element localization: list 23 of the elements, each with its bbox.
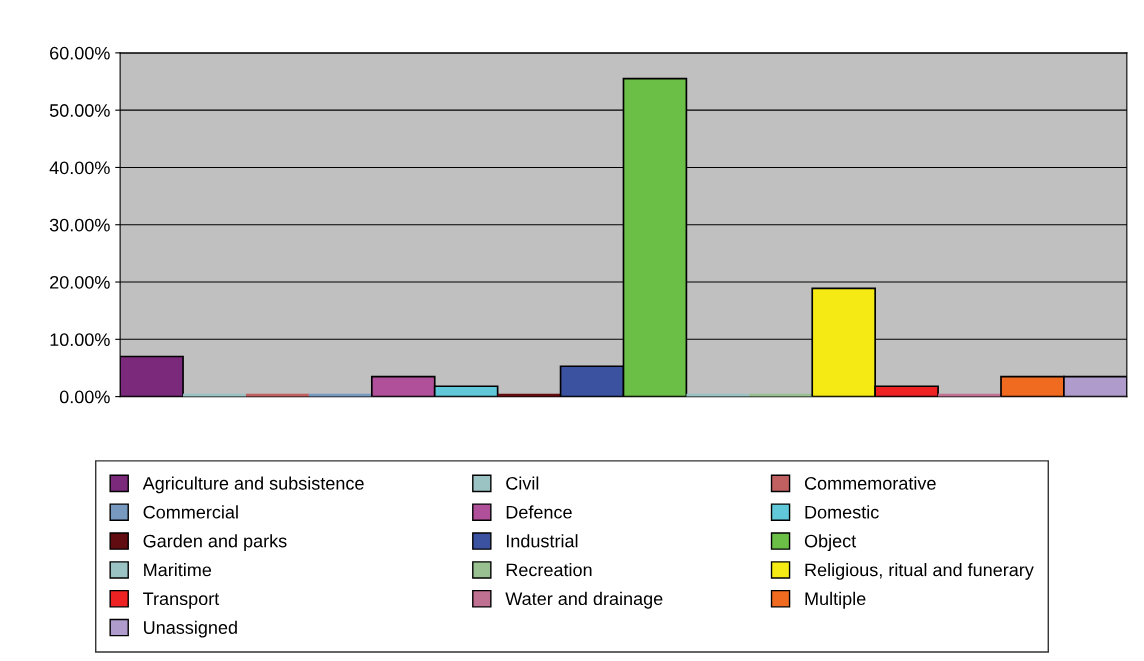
y-tick-label: 60.00%: [50, 46, 110, 60]
legend-label: Industrial: [506, 534, 578, 548]
legend-label: Object: [804, 534, 857, 551]
legend-label: Religious, ritual and funerary: [805, 563, 1034, 580]
legend-label: Garden and parks: [143, 534, 287, 551]
y-tick-label: 20.00%: [50, 275, 110, 289]
y-tick-label: 40.00%: [49, 161, 110, 175]
legend-label: Water and drainage: [505, 591, 663, 609]
legend-label: Defence: [506, 505, 572, 519]
legend-label: Maritime: [144, 563, 212, 577]
legend-label: Unassigned: [144, 620, 237, 638]
legend-label: Transport: [143, 592, 220, 609]
legend-label: Multiple: [805, 591, 866, 609]
y-tick-label: 10.00%: [50, 333, 110, 347]
legend-label: Domestic: [805, 505, 879, 519]
legend-label: Recreation: [506, 563, 592, 577]
y-tick-label: 0.00%: [59, 390, 110, 404]
legend-label: Agriculture and subsistence: [142, 476, 364, 494]
y-tick-label: 50.00%: [49, 104, 110, 117]
legend-label: Commemorative: [804, 476, 936, 490]
legend-label: Commercial: [143, 505, 238, 519]
y-tick-label: 30.00%: [49, 218, 110, 232]
legend-label: Civil: [506, 476, 539, 490]
